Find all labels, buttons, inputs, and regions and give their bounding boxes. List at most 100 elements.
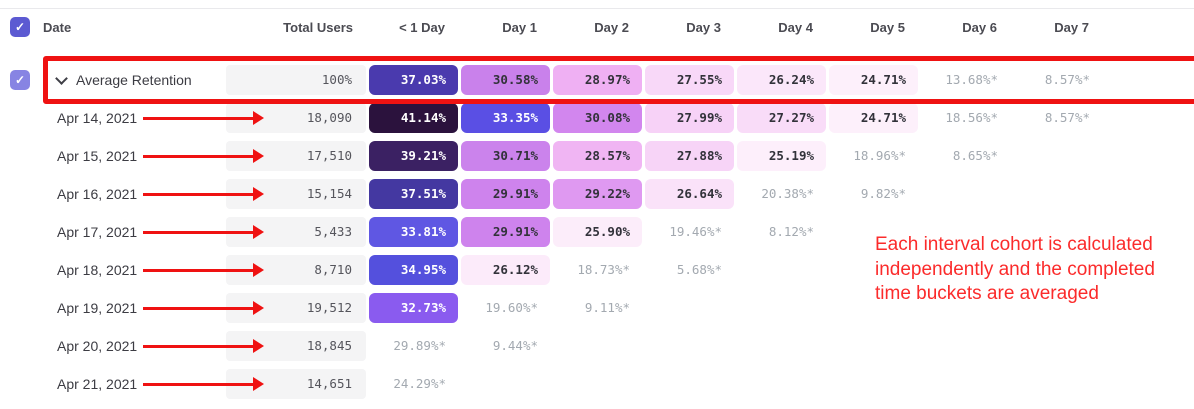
retention-cell[interactable]: 27.88%	[645, 141, 734, 171]
retention-cell[interactable]: 28.97%	[553, 65, 642, 95]
retention-cell[interactable]: 9.44%*	[492, 338, 538, 353]
empty-cell	[1013, 331, 1102, 361]
cohort-row[interactable]: Apr 18, 2021 8,710 34.95% 26.12% 18.73%* 5.68…	[10, 251, 1194, 289]
retention-cell[interactable]: 8.57%*	[1044, 110, 1090, 125]
cohort-date-label: Apr 14, 2021	[57, 110, 138, 126]
total-users-cell[interactable]: 18,090	[226, 103, 366, 133]
table-header: ✓ Date Total Users < 1 Day Day 1 Day 2 D…	[10, 9, 1194, 45]
chevron-down-icon[interactable]	[55, 71, 68, 85]
empty-cell	[1013, 369, 1102, 399]
retention-cell[interactable]: 29.91%	[461, 179, 550, 209]
annotation-arrow	[143, 187, 264, 201]
column-header-day3: Day 3	[686, 19, 721, 35]
retention-cell[interactable]: 8.57%*	[1044, 72, 1090, 87]
average-retention-row[interactable]: ✓ Average Retention 100% 37.03% 30.58% 28.97%…	[10, 56, 1194, 104]
cohort-date-cell: Apr 14, 2021	[43, 99, 264, 137]
empty-cell	[737, 255, 826, 285]
retention-cell[interactable]: 25.90%	[553, 217, 642, 247]
retention-cell[interactable]: 28.57%	[553, 141, 642, 171]
empty-cell	[461, 369, 550, 399]
retention-cell[interactable]: 26.24%	[737, 65, 826, 95]
column-header-total-users: Total Users	[283, 19, 353, 35]
table-body: ✓ Average Retention 100% 37.03% 30.58% 28.97%…	[10, 56, 1194, 403]
cohort-row[interactable]: Apr 17, 2021 5,433 33.81% 29.91% 25.90% 19.46…	[10, 213, 1194, 251]
empty-cell	[645, 331, 734, 361]
retention-cell[interactable]: 37.51%	[369, 179, 458, 209]
cohort-row[interactable]: Apr 14, 2021 18,090 41.14% 33.35% 30.08% 27.9…	[10, 99, 1194, 137]
retention-cell[interactable]: 29.22%	[553, 179, 642, 209]
retention-cell[interactable]: 33.35%	[461, 103, 550, 133]
retention-cell[interactable]: 24.71%	[829, 103, 918, 133]
retention-cell[interactable]: 18.56%*	[945, 110, 998, 125]
cohort-date-cell: Apr 18, 2021	[43, 251, 264, 289]
retention-cell[interactable]: 34.95%	[369, 255, 458, 285]
empty-cell	[1013, 179, 1102, 209]
cohort-date-cell: Apr 17, 2021	[43, 213, 264, 251]
retention-cell[interactable]: 24.29%*	[393, 376, 446, 391]
cohort-row[interactable]: Apr 19, 2021 19,512 32.73% 19.60%* 9.11%*	[10, 289, 1194, 327]
cohort-row[interactable]: Apr 16, 2021 15,154 37.51% 29.91% 29.22% 26.6…	[10, 175, 1194, 213]
retention-cell[interactable]: 13.68%*	[945, 72, 998, 87]
average-row-checkbox[interactable]: ✓	[10, 70, 30, 90]
empty-cell	[645, 369, 734, 399]
column-header-day6: Day 6	[962, 19, 997, 35]
retention-cell[interactable]: 20.38%*	[761, 186, 814, 201]
empty-cell	[645, 293, 734, 323]
retention-cell[interactable]: 30.71%	[461, 141, 550, 171]
retention-cell[interactable]: 5.68%*	[676, 262, 722, 277]
retention-cell[interactable]: 18.73%*	[577, 262, 630, 277]
cohort-date-cell: Apr 20, 2021	[43, 327, 264, 365]
column-header-day5: Day 5	[870, 19, 905, 35]
retention-cell[interactable]: 19.60%*	[485, 300, 538, 315]
retention-cell[interactable]: 18.96%*	[853, 148, 906, 163]
retention-cell[interactable]: 8.65%*	[952, 148, 998, 163]
select-all-checkbox[interactable]: ✓	[10, 17, 30, 37]
retention-cell[interactable]: 30.58%	[461, 65, 550, 95]
empty-cell	[829, 331, 918, 361]
cohort-row[interactable]: Apr 20, 2021 18,845 29.89%* 9.44%*	[10, 327, 1194, 365]
empty-cell	[737, 331, 826, 361]
average-row-label-cell: Average Retention	[43, 61, 223, 99]
retention-cell[interactable]: 9.82%*	[860, 186, 906, 201]
total-users-cell[interactable]: 100%	[226, 65, 366, 95]
cohort-row[interactable]: Apr 15, 2021 17,510 39.21% 30.71% 28.57% 27.8…	[10, 137, 1194, 175]
retention-table: ✓ Date Total Users < 1 Day Day 1 Day 2 D…	[0, 8, 1194, 403]
empty-cell	[737, 293, 826, 323]
cohort-date-label: Apr 18, 2021	[57, 262, 138, 278]
retention-cell[interactable]: 29.89%*	[393, 338, 446, 353]
column-header-day1: Day 1	[502, 19, 537, 35]
retention-cell[interactable]: 39.21%	[369, 141, 458, 171]
retention-cell[interactable]: 27.55%	[645, 65, 734, 95]
row-checkbox-cell	[10, 327, 40, 365]
column-header-day7: Day 7	[1054, 19, 1089, 35]
row-checkbox-cell	[10, 365, 40, 403]
retention-cell[interactable]: 19.46%*	[669, 224, 722, 239]
cohort-date-cell: Apr 21, 2021	[43, 365, 264, 403]
retention-cell[interactable]: 26.64%	[645, 179, 734, 209]
retention-cell[interactable]: 41.14%	[369, 103, 458, 133]
annotation-arrow	[143, 225, 264, 239]
retention-cell[interactable]: 37.03%	[369, 65, 458, 95]
retention-cell[interactable]: 8.12%*	[768, 224, 814, 239]
empty-cell	[921, 179, 1010, 209]
retention-cell[interactable]: 29.91%	[461, 217, 550, 247]
retention-cell[interactable]: 32.73%	[369, 293, 458, 323]
retention-cell[interactable]: 33.81%	[369, 217, 458, 247]
total-users-cell[interactable]: 15,154	[226, 179, 366, 209]
row-checkbox-cell	[10, 213, 40, 251]
retention-cell[interactable]: 27.27%	[737, 103, 826, 133]
retention-cell[interactable]: 26.12%	[461, 255, 550, 285]
empty-cell	[921, 331, 1010, 361]
annotation-arrow	[143, 111, 264, 125]
cohort-date-cell: Apr 19, 2021	[43, 289, 264, 327]
cohort-row[interactable]: Apr 21, 2021 14,651 24.29%*	[10, 365, 1194, 403]
retention-cell[interactable]: 24.71%	[829, 65, 918, 95]
retention-cell[interactable]: 30.08%	[553, 103, 642, 133]
retention-cell[interactable]: 27.99%	[645, 103, 734, 133]
retention-cell[interactable]: 9.11%*	[584, 300, 630, 315]
annotation-arrow	[143, 339, 264, 353]
column-header-lt1day: < 1 Day	[399, 19, 445, 35]
retention-cell[interactable]: 25.19%	[737, 141, 826, 171]
empty-cell	[737, 369, 826, 399]
